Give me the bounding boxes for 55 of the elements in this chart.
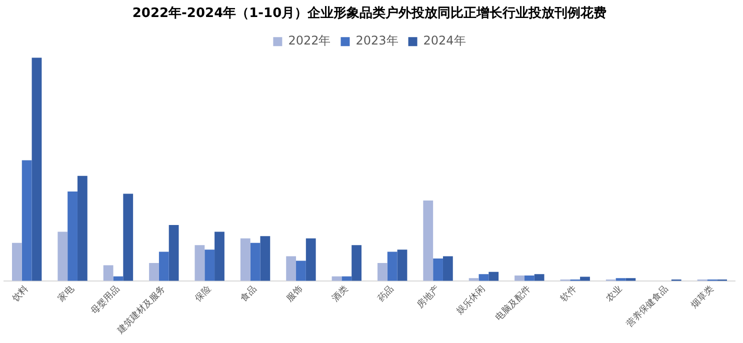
bar: [377, 262, 388, 281]
bar: [387, 252, 398, 281]
bar: [286, 256, 296, 281]
bar: [296, 260, 306, 281]
bar: [22, 160, 32, 281]
bar: [158, 252, 169, 281]
x-tick-label: 药品: [376, 284, 396, 304]
bar: [397, 250, 408, 281]
bar: [68, 192, 78, 281]
x-tick-label: 农业: [604, 284, 625, 304]
bar: [204, 250, 215, 281]
x-tick-label: 保险: [192, 284, 214, 304]
x-tick-label: 酒类: [330, 284, 350, 304]
bar: [58, 232, 68, 281]
legend-label: 2023年: [356, 34, 398, 48]
x-tick-label: 软件: [558, 284, 579, 304]
legend-label: 2022年: [288, 34, 331, 48]
x-tick-label: 服饰: [284, 284, 305, 304]
bar: [616, 278, 626, 281]
bar: [626, 278, 636, 281]
bar: [250, 242, 260, 281]
bar: [488, 272, 499, 281]
bar: [423, 200, 434, 281]
bar: [123, 194, 134, 281]
bar: [103, 265, 114, 281]
bar: [306, 238, 316, 281]
x-tick-label: 饮料: [9, 284, 31, 305]
bar: [524, 275, 534, 281]
bar: [149, 262, 159, 281]
bar: [352, 245, 362, 281]
x-tick-label: 房地产: [414, 284, 442, 311]
legend-label: 2024年: [423, 34, 466, 48]
x-tick-label: 娱乐休闲: [454, 284, 488, 317]
chart-title: 2022年-2024年（1-10月）企业形象品类户外投放同比正增长行业投放刊例花费: [132, 5, 607, 22]
bar: [534, 274, 544, 281]
bar: [214, 232, 224, 281]
bar: [12, 242, 22, 281]
x-tick-label: 家电: [56, 284, 76, 304]
x-tick-label: 烟草类: [689, 284, 716, 311]
bar: [442, 256, 453, 281]
bar: [468, 278, 479, 281]
bar: [168, 225, 179, 281]
bar: [433, 258, 443, 281]
bar: [194, 245, 205, 281]
bar: [240, 238, 250, 281]
bar: [260, 236, 270, 281]
x-tick-label: 电脑及配件: [494, 284, 534, 324]
x-tick-label: 母婴用品: [88, 284, 122, 317]
bar: [342, 276, 352, 281]
bar: [514, 275, 524, 281]
bar: [32, 58, 42, 281]
bar: [77, 176, 88, 281]
x-tick-label: 营养保健食品: [624, 284, 670, 330]
x-tick-label: 食品: [238, 284, 260, 304]
bar: [478, 274, 489, 281]
